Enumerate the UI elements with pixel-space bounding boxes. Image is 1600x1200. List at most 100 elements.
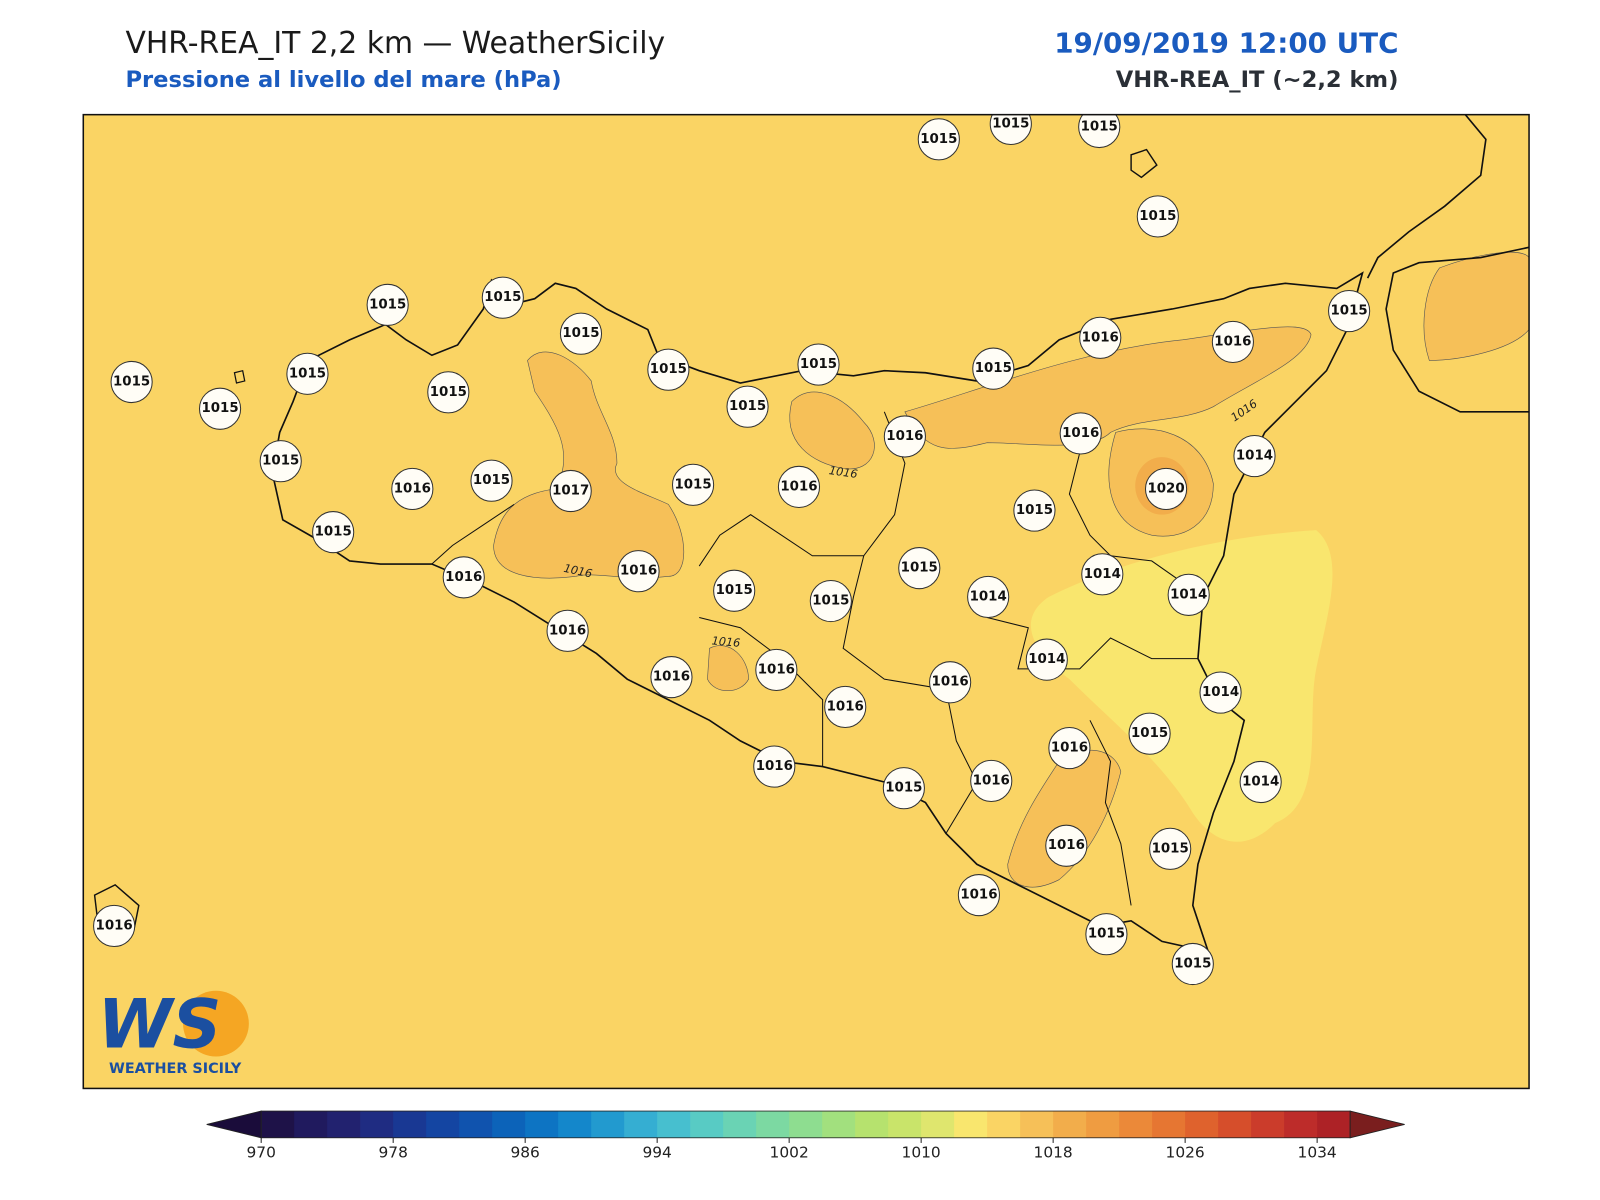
station-marker bbox=[259, 440, 302, 483]
station-marker bbox=[753, 745, 796, 788]
colorbar-bin bbox=[1251, 1111, 1285, 1138]
station-value: 1016 bbox=[1214, 334, 1251, 349]
datetime: 19/09/2019 12:00 UTC bbox=[1054, 27, 1398, 60]
station-value: 1016 bbox=[549, 623, 586, 638]
station-value: 1016 bbox=[445, 570, 482, 585]
station-value: 1015 bbox=[975, 361, 1012, 376]
station-value: 1014 bbox=[970, 589, 1007, 604]
station-value: 1015 bbox=[1081, 119, 1118, 134]
island bbox=[1130, 148, 1158, 179]
colorbar-bin bbox=[1119, 1111, 1153, 1138]
contour-label: 1016 bbox=[828, 464, 858, 481]
station-marker bbox=[1081, 553, 1124, 596]
station-marker bbox=[286, 352, 329, 395]
station-marker bbox=[671, 463, 715, 506]
station-value: 1015 bbox=[800, 357, 837, 372]
station-marker bbox=[1013, 489, 1056, 532]
station-value: 1015 bbox=[201, 401, 238, 416]
colorbar-tick-label: 970 bbox=[246, 1143, 275, 1161]
colorbar-bin bbox=[822, 1111, 856, 1138]
station-marker bbox=[481, 276, 524, 319]
station-marker bbox=[1025, 638, 1068, 681]
station-value: 1016 bbox=[780, 479, 817, 494]
station-marker bbox=[1048, 726, 1091, 770]
station-marker bbox=[470, 459, 513, 502]
colorbar-bin bbox=[690, 1111, 724, 1138]
colorbar-bin bbox=[756, 1111, 790, 1138]
coastline bbox=[1385, 246, 1530, 413]
model-label: VHR-REA_IT (~2,2 km) bbox=[1116, 67, 1399, 93]
colorbar-bin bbox=[393, 1111, 427, 1138]
title: VHR-REA_IT 2,2 km — WeatherSicily bbox=[125, 26, 665, 61]
station-value: 1016 bbox=[758, 662, 795, 677]
station-marker bbox=[1078, 114, 1121, 149]
colorbar-tick-label: 1002 bbox=[770, 1143, 809, 1161]
station-value: 1020 bbox=[1147, 481, 1184, 496]
station-marker bbox=[650, 656, 693, 699]
station-marker bbox=[110, 360, 153, 404]
station-value: 1015 bbox=[369, 297, 406, 312]
station-marker bbox=[755, 648, 798, 692]
colorbar-bin bbox=[789, 1111, 823, 1138]
station-value: 1014 bbox=[1170, 587, 1207, 602]
station-marker bbox=[970, 759, 1013, 803]
colorbar-bin bbox=[525, 1111, 559, 1138]
station-marker bbox=[549, 469, 592, 513]
province-border bbox=[431, 503, 515, 565]
colorbar-bin bbox=[1053, 1111, 1087, 1138]
map: 1015 1015 1015 1015 1015 1015 1015 1015 1015 1015… bbox=[83, 114, 1530, 1089]
colorbar-bin bbox=[294, 1111, 328, 1138]
logo-sun bbox=[183, 990, 249, 1057]
colorbar-bin bbox=[1152, 1111, 1186, 1138]
station-value: 1015 bbox=[262, 454, 299, 469]
station-marker bbox=[726, 385, 769, 428]
station-marker bbox=[647, 348, 690, 391]
station-marker bbox=[882, 767, 925, 810]
logo: WS WEATHER SICILY bbox=[98, 985, 249, 1077]
station-marker bbox=[1211, 320, 1254, 363]
station-value: 1016 bbox=[960, 888, 997, 903]
station-marker bbox=[972, 347, 1015, 390]
coastline bbox=[1366, 114, 1487, 279]
station-marker bbox=[1144, 467, 1188, 511]
colorbar: 970 978 986 994 1002 1010 1018 1026 1034 bbox=[206, 1110, 1405, 1161]
pressure-area-high bbox=[707, 645, 749, 692]
station-value: 1015 bbox=[484, 290, 521, 305]
station-value: 1015 bbox=[315, 525, 352, 540]
station-marker bbox=[1136, 195, 1179, 238]
station-marker bbox=[898, 547, 941, 590]
station-value: 1014 bbox=[1236, 449, 1273, 464]
station-marker bbox=[617, 550, 660, 593]
colorbar-extend-low bbox=[206, 1110, 262, 1139]
colorbar-bin bbox=[723, 1111, 757, 1138]
station-value: 1015 bbox=[650, 362, 687, 377]
station-value: 1015 bbox=[1152, 841, 1189, 856]
colorbar-tick-label: 1034 bbox=[1298, 1143, 1337, 1161]
station-value: 1016 bbox=[620, 564, 657, 579]
station-value: 1015 bbox=[992, 116, 1029, 131]
station-value: 1016 bbox=[827, 699, 864, 714]
station-marker bbox=[93, 904, 136, 948]
station-marker bbox=[917, 118, 960, 161]
station-marker bbox=[883, 415, 926, 458]
stations: 1015 1015 1015 1015 1015 1015 1015 1015 1015 1015… bbox=[93, 114, 1371, 986]
station-value: 1016 bbox=[394, 481, 431, 496]
station-value: 1015 bbox=[812, 594, 849, 609]
colorbar-bin bbox=[855, 1111, 889, 1138]
logo-mark: WS bbox=[98, 985, 222, 1064]
colorbar-bin bbox=[888, 1111, 922, 1138]
contour-label: 1016 bbox=[711, 634, 741, 649]
colorbar-bin bbox=[921, 1111, 955, 1138]
station-marker bbox=[1149, 827, 1192, 870]
station-marker bbox=[1233, 434, 1276, 478]
station-value: 1014 bbox=[1028, 652, 1065, 667]
station-marker bbox=[1171, 942, 1214, 986]
colorbar-tick-label: 994 bbox=[642, 1143, 671, 1161]
station-marker bbox=[1239, 760, 1282, 804]
logo-text: WEATHER SICILY bbox=[109, 1061, 242, 1077]
station-marker bbox=[1085, 913, 1128, 956]
station-value: 1015 bbox=[562, 326, 599, 341]
contour-label: 1016 bbox=[562, 562, 593, 581]
colorbar-bin bbox=[1020, 1111, 1054, 1138]
station-value: 1015 bbox=[674, 477, 711, 492]
